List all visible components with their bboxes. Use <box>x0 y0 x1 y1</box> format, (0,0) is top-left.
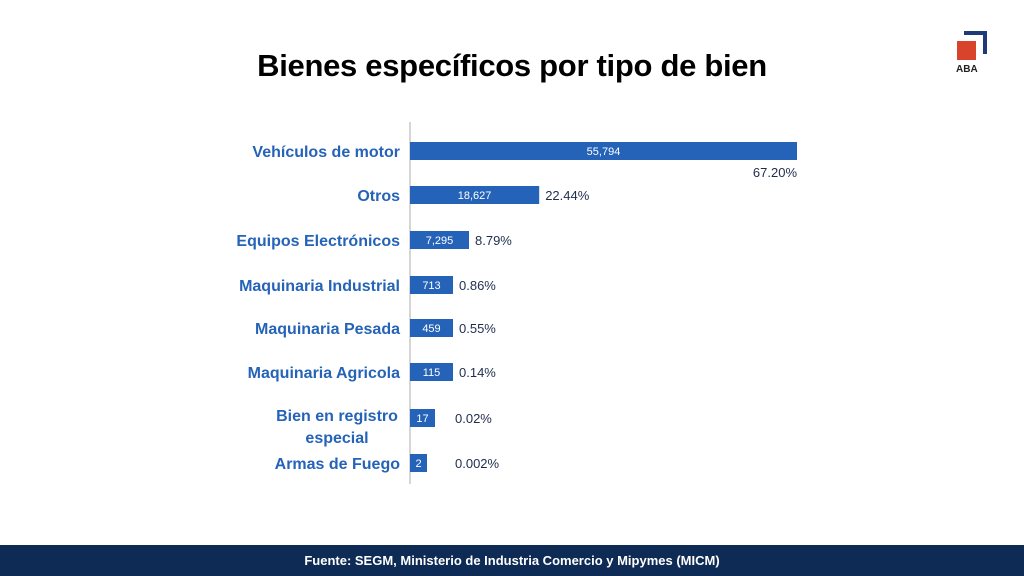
logo-corner-mark <box>964 31 987 54</box>
bar-chart: 55,794 67.20% Vehículos de motor 18,627 22.4… <box>236 122 798 484</box>
bar <box>410 142 797 160</box>
percent-label: 67.20% <box>753 165 798 180</box>
percent-label: 0.86% <box>459 278 496 293</box>
aba-logo: ABA <box>950 28 996 76</box>
category-label: Armas de Fuego <box>275 456 401 473</box>
percent-label: 0.002% <box>455 456 500 471</box>
bar-value-label: 2 <box>415 458 421 470</box>
bar-value-label: 17 <box>416 413 428 425</box>
chart-title: Bienes específicos por tipo de bien <box>257 48 767 83</box>
percent-label: 0.55% <box>459 321 496 336</box>
category-label: Maquinaria Industrial <box>239 278 400 295</box>
bar <box>410 319 453 337</box>
logo-square <box>957 41 976 60</box>
percent-label: 22.44% <box>545 188 590 203</box>
bar <box>410 231 469 249</box>
category-label: Equipos Electrónicos <box>236 233 400 250</box>
bar <box>410 363 453 381</box>
bar <box>410 186 540 204</box>
bar-value-label: 459 <box>422 323 440 335</box>
category-label: Maquinaria Agricola <box>248 365 400 382</box>
bar-value-label: 115 <box>423 367 441 379</box>
source-footer: Fuente: SEGM, Ministerio de Industria Co… <box>0 545 1024 576</box>
percent-label: 0.14% <box>459 365 496 380</box>
logo-text: ABA <box>956 64 978 75</box>
percent-label: 8.79% <box>475 233 512 248</box>
category-label: Maquinaria Pesada <box>255 321 400 338</box>
bar-value-label: 18,627 <box>458 190 492 202</box>
category-label: Bien en registro especial <box>276 408 398 447</box>
bar <box>410 454 427 472</box>
percent-label: 0.02% <box>455 411 492 426</box>
bar-value-label: 713 <box>422 280 440 292</box>
category-label: Vehículos de motor <box>252 144 400 161</box>
bar-value-label: 7,295 <box>426 235 454 247</box>
bar <box>410 276 453 294</box>
category-label: Otros <box>357 188 400 205</box>
bar <box>410 409 435 427</box>
bar-value-label: 55,794 <box>587 146 621 158</box>
